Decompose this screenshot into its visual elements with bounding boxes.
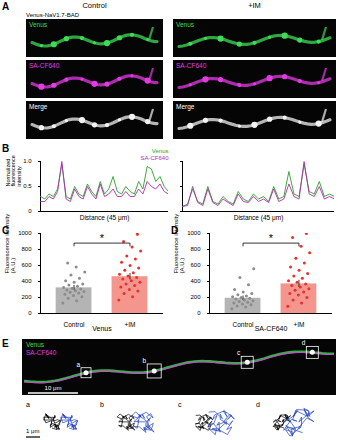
svg-text:10 μm: 10 μm xyxy=(45,385,62,391)
svg-text:0: 0 xyxy=(197,310,201,316)
svg-text:*: * xyxy=(269,232,274,244)
svg-text:Normalizedfluorescenceintensit: Normalizedfluorescenceintensity xyxy=(5,155,22,186)
svg-text:Merge: Merge xyxy=(176,103,195,111)
svg-text:SA-CF640: SA-CF640 xyxy=(255,325,288,332)
svg-text:Fluorescence intensity(A.U.): Fluorescence intensity(A.U.) xyxy=(173,214,185,274)
svg-text:1000: 1000 xyxy=(187,230,201,236)
svg-text:0: 0 xyxy=(28,208,32,214)
svg-text:1.0: 1.0 xyxy=(23,158,32,164)
svg-text:SA-CF640: SA-CF640 xyxy=(140,155,169,161)
svg-text:E: E xyxy=(2,338,9,349)
svg-text:c: c xyxy=(178,401,182,408)
svg-text:A: A xyxy=(2,1,9,12)
svg-text:Distance (45 μm): Distance (45 μm) xyxy=(80,214,130,222)
svg-text:0.5: 0.5 xyxy=(23,183,32,189)
svg-text:Fluorescence intensity(A.U.): Fluorescence intensity(A.U.) xyxy=(4,214,16,274)
svg-text:SA-CF640: SA-CF640 xyxy=(26,349,57,356)
svg-text:Control: Control xyxy=(64,321,86,328)
svg-text:c: c xyxy=(237,349,241,356)
svg-text:200: 200 xyxy=(190,294,201,300)
svg-text:Venus: Venus xyxy=(92,325,112,332)
svg-text:1000: 1000 xyxy=(18,230,32,236)
svg-text:1 μm: 1 μm xyxy=(26,428,39,434)
svg-text:Control: Control xyxy=(233,321,255,328)
svg-text:200: 200 xyxy=(21,294,32,300)
svg-text:d: d xyxy=(302,339,306,346)
svg-text:SA-CF640: SA-CF640 xyxy=(29,62,60,69)
svg-text:d: d xyxy=(256,401,260,408)
svg-text:Venus-NaV1.7-BAD: Venus-NaV1.7-BAD xyxy=(26,12,80,18)
svg-text:b: b xyxy=(100,401,104,408)
svg-text:Venus: Venus xyxy=(29,21,48,28)
svg-text:b: b xyxy=(143,357,147,364)
svg-text:Venus: Venus xyxy=(26,341,45,348)
svg-text:400: 400 xyxy=(190,278,201,284)
svg-text:0: 0 xyxy=(28,310,32,316)
svg-text:a: a xyxy=(76,361,80,368)
svg-text:Venus: Venus xyxy=(176,21,195,28)
svg-text:600: 600 xyxy=(190,262,201,268)
svg-text:Venus: Venus xyxy=(152,148,169,154)
svg-text:800: 800 xyxy=(21,246,32,252)
svg-text:Merge: Merge xyxy=(29,103,48,111)
svg-text:400: 400 xyxy=(21,278,32,284)
svg-text:800: 800 xyxy=(190,246,201,252)
svg-text:*: * xyxy=(100,232,105,244)
svg-text:+IM: +IM xyxy=(293,321,304,328)
svg-text:SA-CF640: SA-CF640 xyxy=(176,62,207,69)
svg-text:+IM: +IM xyxy=(248,1,261,10)
svg-text:Control: Control xyxy=(82,1,107,10)
svg-text:Distance (45 μm): Distance (45 μm) xyxy=(234,214,284,222)
svg-text:+IM: +IM xyxy=(124,321,135,328)
svg-text:a: a xyxy=(26,401,30,408)
svg-text:600: 600 xyxy=(21,262,32,268)
